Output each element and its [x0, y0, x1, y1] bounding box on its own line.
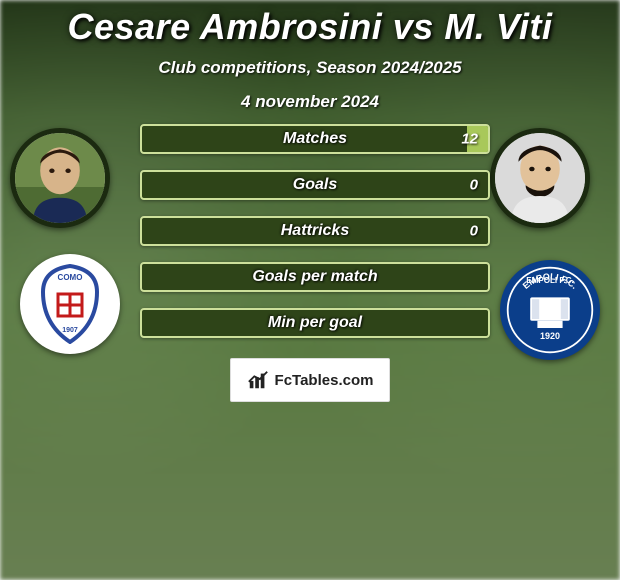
player-left-avatar	[10, 128, 110, 228]
bar-matches-label: Matches	[142, 130, 488, 148]
bar-goals-value-right: 0	[470, 177, 478, 194]
page-title: Cesare Ambrosini vs M. Viti	[0, 0, 620, 48]
brand-text: FcTables.com	[275, 372, 374, 389]
club-right-crest: EMPOLI F.C. EMPOLI F.C. 1920	[500, 260, 600, 360]
bar-matches: Matches 12	[140, 124, 490, 154]
bar-min-per-goal: Min per goal	[140, 308, 490, 338]
bar-goals: Goals 0	[140, 170, 490, 200]
brand-badge: FcTables.com	[230, 358, 390, 402]
bar-matches-value-right: 12	[461, 131, 478, 148]
player-right-portrait-icon	[495, 133, 585, 223]
comparison-bars: Matches 12 Goals 0 Hattricks 0 Goals per…	[140, 124, 490, 354]
bar-hattricks: Hattricks 0	[140, 216, 490, 246]
bar-mpg-label: Min per goal	[142, 314, 488, 332]
svg-text:1920: 1920	[540, 331, 560, 341]
svg-text:COMO: COMO	[58, 273, 83, 282]
svg-text:1907: 1907	[62, 327, 78, 334]
player-left-portrait-icon	[15, 133, 105, 223]
empoli-crest-icon: EMPOLI F.C. EMPOLI F.C. 1920	[505, 265, 595, 355]
bar-chart-icon	[247, 369, 269, 391]
como-crest-icon: COMO 1907	[35, 264, 105, 344]
date-label: 4 november 2024	[0, 92, 620, 112]
player-right-avatar	[490, 128, 590, 228]
subtitle: Club competitions, Season 2024/2025	[0, 58, 620, 78]
bar-hattricks-label: Hattricks	[142, 222, 488, 240]
bar-gpm-label: Goals per match	[142, 268, 488, 286]
bar-goals-per-match: Goals per match	[140, 262, 490, 292]
bar-hattricks-value-right: 0	[470, 223, 478, 240]
svg-text:EMPOLI F.C.: EMPOLI F.C.	[526, 276, 574, 285]
bar-goals-label: Goals	[142, 176, 488, 194]
club-left-crest: COMO 1907	[20, 254, 120, 354]
